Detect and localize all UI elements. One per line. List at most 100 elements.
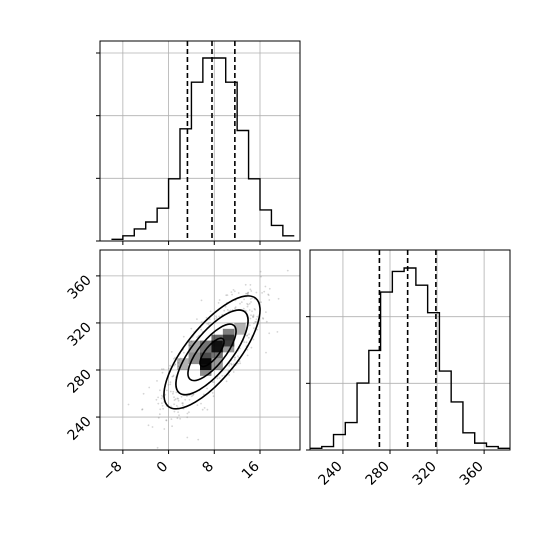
sample-point bbox=[182, 335, 185, 338]
sample-point bbox=[151, 426, 154, 428]
sample-point bbox=[286, 269, 289, 272]
sample-point bbox=[206, 408, 209, 411]
sample-point bbox=[267, 293, 270, 296]
x-tick-label: 280 bbox=[363, 459, 393, 489]
sample-point bbox=[250, 301, 252, 303]
sample-point bbox=[177, 361, 180, 364]
contour-line bbox=[175, 309, 249, 396]
sample-point bbox=[174, 356, 176, 359]
density-cell bbox=[188, 352, 200, 365]
sample-point bbox=[169, 381, 172, 383]
sample-point bbox=[162, 368, 165, 371]
sample-point bbox=[183, 351, 185, 354]
sample-point bbox=[173, 396, 175, 399]
sample-point bbox=[169, 383, 172, 386]
sample-point bbox=[234, 306, 237, 308]
sample-point bbox=[228, 365, 231, 367]
sample-point bbox=[161, 368, 163, 371]
sample-point bbox=[177, 399, 180, 402]
x-tick-label: −8 bbox=[100, 459, 126, 485]
sample-point bbox=[206, 387, 209, 390]
sample-point bbox=[215, 317, 218, 319]
sample-point bbox=[182, 402, 184, 405]
sample-point bbox=[239, 302, 241, 305]
sample-point bbox=[226, 309, 229, 311]
sample-point bbox=[186, 436, 189, 439]
sample-point bbox=[230, 362, 233, 365]
sample-point bbox=[196, 318, 198, 320]
sample-point bbox=[229, 309, 232, 312]
sample-point bbox=[217, 302, 220, 304]
sample-point bbox=[233, 356, 236, 359]
sample-point bbox=[161, 404, 164, 407]
sample-point bbox=[250, 346, 253, 349]
sample-point bbox=[188, 411, 190, 414]
sample-point bbox=[233, 290, 236, 293]
sample-point bbox=[176, 397, 179, 400]
sample-point bbox=[249, 288, 252, 291]
sample-point bbox=[179, 357, 182, 360]
sample-point bbox=[268, 332, 271, 335]
sample-point bbox=[167, 367, 170, 370]
sample-point bbox=[218, 377, 221, 379]
sample-point bbox=[163, 428, 166, 430]
sample-point bbox=[157, 416, 160, 419]
sample-point bbox=[197, 438, 200, 441]
sample-point bbox=[252, 315, 254, 318]
sample-point bbox=[192, 393, 195, 396]
panel-frame bbox=[99, 249, 301, 451]
sample-point bbox=[247, 303, 249, 306]
panel-frame bbox=[99, 40, 301, 242]
x-tick-label: 320 bbox=[410, 459, 440, 489]
sample-point bbox=[192, 394, 194, 397]
contour-line bbox=[163, 295, 261, 410]
sample-point bbox=[212, 395, 215, 398]
sample-point bbox=[261, 292, 263, 294]
sample-point bbox=[218, 299, 221, 301]
sample-point bbox=[268, 299, 271, 301]
sample-point bbox=[171, 375, 174, 378]
sample-point bbox=[246, 348, 249, 351]
sample-point bbox=[246, 293, 249, 295]
sample-point bbox=[181, 402, 184, 405]
sample-point bbox=[264, 285, 267, 288]
sample-point bbox=[263, 290, 266, 293]
x-tick-label: 0 bbox=[154, 459, 172, 477]
sample-point bbox=[170, 418, 173, 420]
x-tick-label: 240 bbox=[316, 459, 346, 489]
sample-point bbox=[252, 314, 255, 316]
sample-point bbox=[169, 364, 172, 367]
sample-point bbox=[256, 328, 259, 331]
sample-point bbox=[265, 311, 267, 313]
sample-point bbox=[175, 404, 178, 407]
sample-point bbox=[188, 398, 191, 401]
sample-point bbox=[200, 328, 203, 331]
sample-point bbox=[205, 316, 208, 319]
sample-point bbox=[254, 308, 256, 311]
sample-point bbox=[231, 293, 234, 296]
sample-point bbox=[244, 283, 247, 286]
sample-point bbox=[243, 298, 246, 301]
density-cell bbox=[211, 358, 223, 370]
sample-point bbox=[172, 374, 175, 377]
sample-point bbox=[245, 292, 247, 295]
sample-point bbox=[142, 392, 145, 395]
sample-point bbox=[276, 331, 279, 333]
sample-point bbox=[196, 404, 199, 406]
sample-point bbox=[157, 396, 160, 399]
sample-point bbox=[232, 289, 235, 291]
sample-point bbox=[246, 354, 249, 357]
sample-point bbox=[262, 317, 264, 319]
sample-point bbox=[253, 322, 255, 325]
histogram-steps bbox=[111, 57, 295, 240]
sample-point bbox=[251, 297, 253, 299]
sample-point bbox=[234, 356, 237, 359]
sample-point bbox=[161, 371, 164, 374]
sample-point bbox=[255, 320, 257, 323]
sample-point bbox=[250, 314, 252, 317]
sample-point bbox=[249, 324, 251, 327]
sample-point bbox=[249, 298, 252, 300]
sample-point bbox=[208, 324, 210, 326]
sample-point bbox=[159, 408, 162, 411]
sample-point bbox=[207, 322, 210, 325]
